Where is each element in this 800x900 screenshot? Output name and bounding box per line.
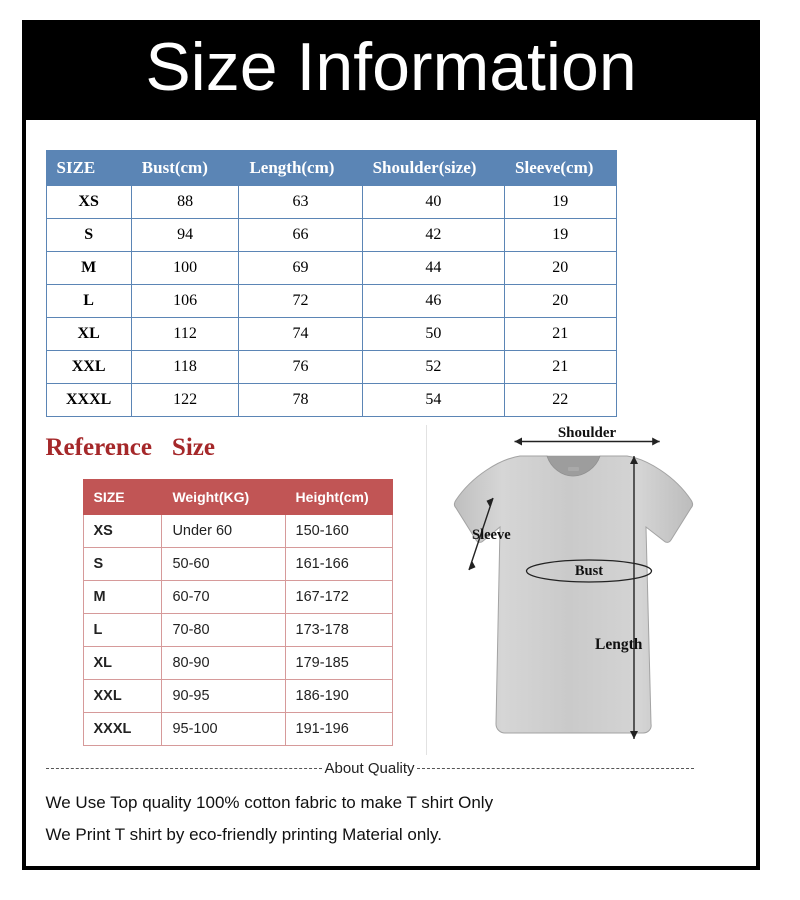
svg-text:Sleeve: Sleeve	[472, 527, 511, 543]
svg-text:Shoulder: Shoulder	[558, 425, 617, 441]
svg-text:Length: Length	[595, 636, 643, 653]
svg-text:Bust: Bust	[575, 563, 603, 579]
